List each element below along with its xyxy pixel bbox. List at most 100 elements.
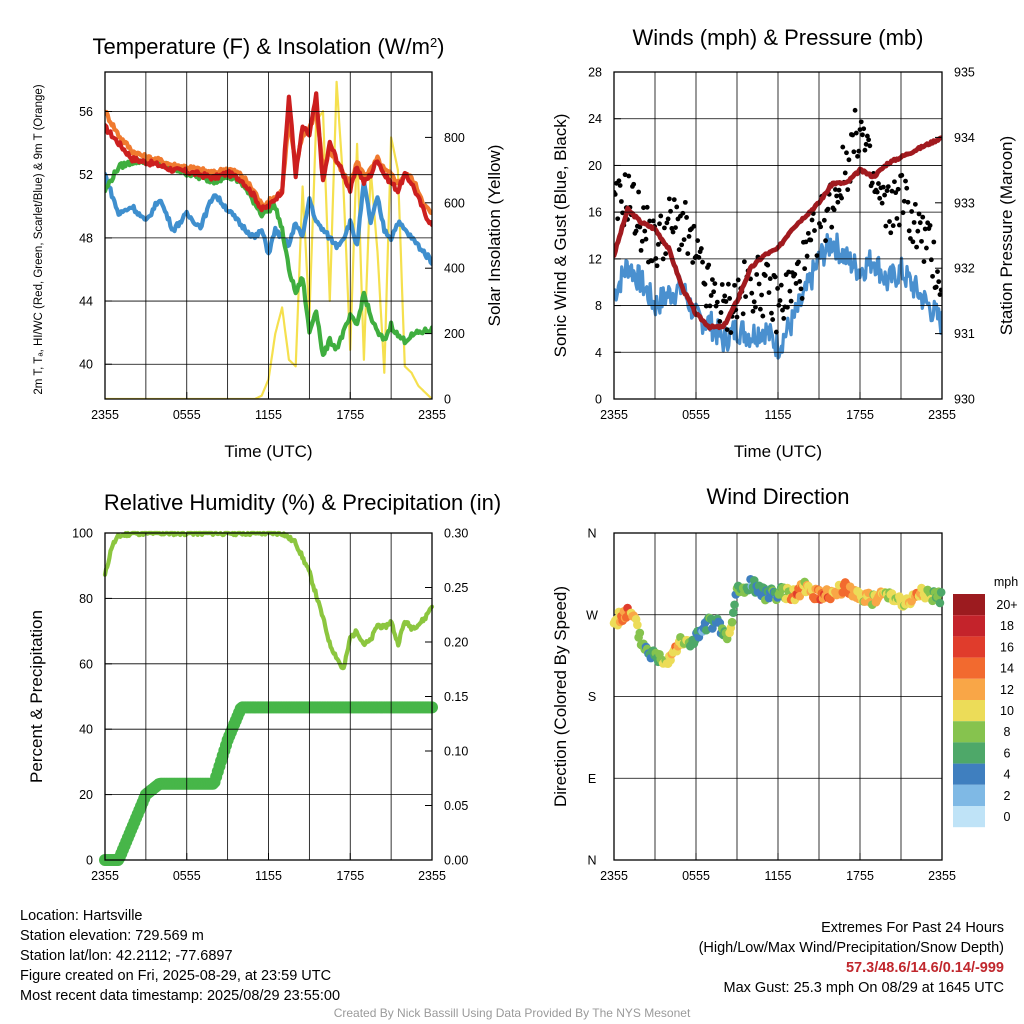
gust-point [796, 259, 801, 265]
gust-point [884, 188, 890, 194]
recent-timestamp: Most recent data timestamp: 2025/08/29 2… [20, 988, 341, 1004]
gust-point [894, 216, 900, 221]
y-tick-label: 48 [79, 231, 93, 245]
gust-point [626, 173, 632, 179]
gust-point [892, 179, 897, 185]
gust-point [885, 184, 891, 189]
legend-swatch [953, 678, 985, 700]
direction-point [727, 617, 737, 627]
gust-point [904, 185, 910, 191]
gust-point [920, 214, 926, 220]
gust-point [666, 196, 672, 202]
x-tick-label: 2355 [418, 869, 446, 883]
gust-point [836, 187, 842, 193]
gust-point [821, 217, 827, 223]
gust-point [718, 310, 724, 315]
gust-point [928, 257, 934, 263]
gust-point [735, 277, 741, 283]
credit-line: Created By Nick Bassill Using Data Provi… [333, 1006, 691, 1020]
y-tick-label: 16 [588, 206, 602, 220]
gust-point [831, 207, 837, 213]
gust-point [614, 191, 618, 197]
gust-point [877, 195, 883, 201]
gust-point [617, 183, 623, 188]
gust-point [691, 223, 697, 229]
direction-point [729, 608, 738, 617]
gust-point [638, 247, 644, 253]
x-tick-label: 0555 [173, 869, 201, 883]
direction-point [795, 591, 805, 601]
gust-point [639, 238, 645, 244]
legend-label: 2 [1004, 789, 1011, 803]
gust-point [798, 286, 804, 292]
gust-point [762, 273, 768, 278]
gust-point [938, 287, 942, 293]
direction-point [633, 620, 642, 630]
gust-point [909, 209, 915, 214]
gust-point [880, 184, 886, 190]
gust-point [647, 218, 653, 224]
gust-point [910, 239, 916, 245]
gust-point [642, 228, 648, 234]
legend-swatch [953, 742, 985, 764]
gust-point [896, 222, 902, 228]
y2-tick-label: 800 [444, 131, 465, 145]
gust-point [933, 284, 939, 290]
direction-point [935, 598, 945, 608]
legend-label: 10 [1000, 704, 1014, 718]
gust-point [714, 299, 720, 305]
gust-point [867, 143, 873, 149]
gust-point [713, 303, 719, 309]
legend-swatch [953, 594, 985, 616]
gust-point [846, 157, 852, 163]
gust-point [725, 281, 731, 287]
legend-label: 16 [1000, 640, 1014, 654]
gust-point [703, 303, 709, 309]
legend-label: 6 [1004, 746, 1011, 760]
gust-point [680, 210, 686, 216]
gust-point [679, 242, 685, 248]
gust-point [861, 126, 867, 132]
gust-point [937, 292, 942, 297]
x-tick-label: 1755 [846, 408, 874, 422]
legend-label: 0 [1004, 810, 1011, 824]
gust-point [717, 318, 723, 324]
speed-legend: mph 20+ 18 16 14 12 10 8 6 4 2 0 [953, 575, 1018, 828]
gust-point [708, 293, 714, 298]
gust-point [668, 208, 673, 214]
gust-point [778, 282, 784, 288]
gust-point [850, 132, 856, 138]
x-tick-label: 1755 [846, 869, 874, 883]
gust-point [927, 223, 933, 228]
gust-point [781, 316, 787, 321]
gust-point [665, 216, 671, 222]
x-tick-label: 1155 [255, 408, 282, 422]
gust-point [851, 149, 857, 155]
gust-point [866, 137, 872, 143]
gust-point [711, 289, 717, 295]
y-tick-label: N [587, 527, 596, 541]
x-tick-label: 1155 [765, 869, 792, 883]
gust-point [917, 220, 923, 226]
y2-tick-label: 930 [954, 393, 975, 407]
gust-point [887, 219, 892, 224]
y2-tick-label: 931 [954, 327, 975, 341]
gust-point [882, 192, 887, 198]
direction-point [936, 588, 946, 597]
gust-point [844, 150, 849, 156]
gust-point [684, 215, 689, 220]
gust-point [863, 141, 869, 147]
gust-point [905, 199, 911, 205]
gust-point [741, 259, 747, 265]
wind-plot-area [614, 107, 942, 360]
y2-tick-label: 200 [444, 327, 465, 341]
gust-point [766, 290, 772, 296]
x-tick-label: 1755 [336, 408, 364, 422]
y-tick-label: 40 [79, 723, 93, 737]
x-axis-label: Time (UTC) [734, 442, 822, 461]
gust-point [814, 253, 820, 258]
gust-point [858, 119, 864, 125]
humidity-precip-chart: 2355 0555 1155 1755 23550204060801000.000.05… [27, 490, 501, 883]
gust-point [759, 292, 764, 298]
y-axis-label: Direction (Colored By Speed) [551, 586, 570, 807]
